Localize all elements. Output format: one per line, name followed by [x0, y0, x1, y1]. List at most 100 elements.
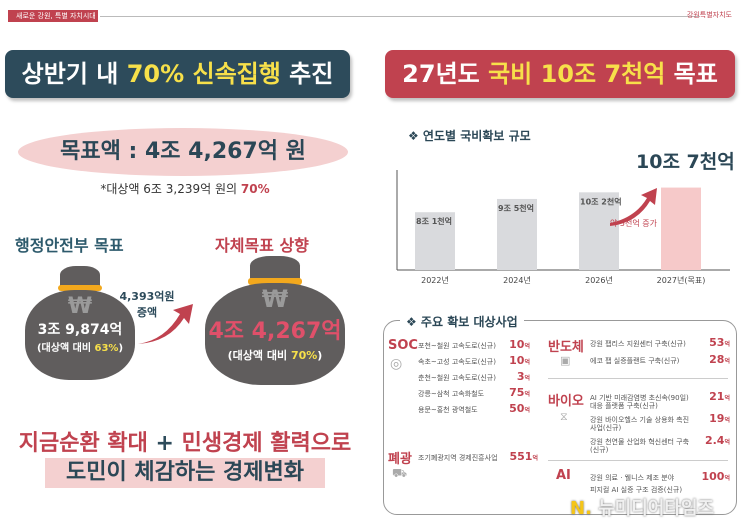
project-amount: 75억 [509, 386, 530, 399]
semiconductor-list: 강원 팹리스 지원센터 구축(신규) 53억 에코 팹 실증플랜트 구축(신규) 28… [590, 336, 730, 370]
self-title: 자체목표 상향 [215, 236, 309, 255]
project-row: 춘천~철원 고속도로(신규) 3억 [418, 370, 530, 386]
ratio-text: (대상액 대비 [227, 349, 291, 362]
bar [497, 198, 537, 270]
bag-tie [58, 285, 102, 291]
project-row: 강원 바이오헬스 기술 상용화 촉진 사업(신규) 19억 [590, 412, 730, 434]
amount-unit: 억 [524, 343, 530, 350]
project-name: 춘천~철원 고속도로(신규) [418, 374, 496, 382]
project-amount: 10억 [509, 354, 530, 367]
project-row: 강릉~삼척 고속화철도 75억 [418, 386, 530, 402]
money-bag-icon: ₩ 4조 4,267억 (대상액 대비 70%) [205, 283, 345, 385]
amount-unit: 억 [724, 341, 730, 348]
won-icon: ₩ [261, 285, 289, 313]
ratio-pct: 63% [94, 343, 119, 354]
project-row: 용문~홍천 광역철도 50억 [418, 402, 530, 418]
amount-unit: 억 [724, 439, 730, 446]
project-row: 강원 의료 · 웰니스 제조 분야 100억 [590, 470, 730, 486]
amount-unit: 억 [724, 358, 730, 365]
project-row: 포천~철원 고속도로(신규) 10억 [418, 338, 530, 354]
banner-text: 추진 [280, 60, 334, 88]
project-name: 강원 천연물 산업화 혁신센터 구축(신규) [590, 438, 690, 454]
project-amount: 2.4억 [705, 434, 730, 447]
project-name: 강릉~삼척 고속화철도 [418, 390, 485, 398]
funding-bar-chart: 8조 1천억 2022년 9조 5천억 2024년 10조 2천억 2026년 2027년(… [396, 170, 730, 285]
amount-value: 75 [509, 386, 525, 399]
project-name: 강원 바이오헬스 기술 상용화 촉진 사업(신규) [590, 416, 690, 432]
slogan-part: 민생경제 활력으로 [181, 431, 352, 456]
project-amount: 10억 [509, 338, 530, 351]
note-pct: 70% [240, 182, 270, 196]
amount-value: 19 [709, 412, 725, 425]
sector-semiconductor: 반도체 [548, 340, 584, 355]
chart-title: ❖ 연도별 국비확보 규모 [408, 129, 531, 143]
self-ratio: (대상액 대비 70%) [205, 347, 345, 363]
amount-unit: 억 [524, 359, 530, 366]
amount-unit: 억 [524, 407, 530, 414]
watermark-text: 뉴미디어타임즈 [598, 498, 715, 519]
bag-neck [60, 266, 100, 288]
road-icon: ◎ [390, 356, 403, 372]
amount-value: 2.4 [704, 434, 725, 447]
bar-label: 10조 2천억 [580, 196, 622, 206]
project-amount: 53억 [709, 336, 730, 349]
header-org: 강원특별자치도 [686, 11, 732, 19]
amount-unit: 억 [524, 391, 530, 398]
watermark-logo: N. 뉴미디어타임즈 [570, 494, 714, 520]
mois-ratio: (대상액 대비 63%) [25, 339, 135, 354]
soc-list: 포천~철원 고속도로(신규) 10억 속초~고성 고속도로(신규) 10억 춘천~철원 … [418, 338, 530, 418]
sector-bio: 바이오 [548, 394, 584, 409]
project-name: 속초~고성 고속도로(신규) [418, 358, 496, 366]
divider [548, 460, 728, 461]
bar [415, 212, 455, 270]
target-amount: 목표액 : 4조 4,267억 원 [18, 128, 348, 176]
amount-value: 21 [709, 390, 725, 403]
sector-soc: SOC [388, 338, 418, 353]
target-note: *대상액 6조 3,239억 원의 70% [0, 180, 370, 197]
money-bag-icon: ₩ 3조 9,874억 (대상액 대비 63%) [25, 290, 135, 380]
project-row: 강원 팹리스 지원센터 구축(신규) 53억 [590, 336, 730, 353]
mois-title: 행정안전부 목표 [15, 236, 124, 255]
project-name: 피지컬 AI 실증 구조 검증(신규) [590, 486, 683, 494]
banner-text: 27년도 [402, 60, 489, 88]
banner-text: 목표 [665, 60, 718, 88]
project-row: 강원 천연물 산업화 혁신센터 구축(신규) 2.4억 [590, 434, 730, 456]
right-banner: 27년도 국비 10조 7천억 목표 [385, 50, 735, 98]
project-name: 용문~홍천 광역철도 [418, 406, 478, 414]
ratio-text: (대상액 대비 [36, 343, 95, 354]
amount-value: 10 [509, 354, 525, 367]
project-name: 포천~철원 고속도로(신규) [418, 342, 496, 350]
project-name: 강원 팹리스 지원센터 구축(신규) [590, 340, 686, 348]
amount-value: 50 [509, 402, 525, 415]
project-row: AI 기반 미래감염병 초신속(90일) 대응 플랫폼 구축(신규) 21억 [590, 390, 730, 412]
project-row: 속초~고성 고속도로(신규) 10억 [418, 354, 530, 370]
project-name: AI 기반 미래감염병 초신속(90일) 대응 플랫폼 구축(신규) [590, 394, 689, 410]
bio-list: AI 기반 미래감염병 초신속(90일) 대응 플랫폼 구축(신규) 21억 강원 … [590, 390, 730, 456]
project-amount: 100억 [702, 470, 731, 483]
banner-highlight: 70% 신속집행 [126, 60, 281, 88]
increase-arrow-icon [610, 188, 657, 226]
increase-note: 약 5천억 증가 [610, 219, 657, 228]
bag-tie [248, 278, 302, 285]
amount-value: 551 [509, 450, 533, 463]
bag-neck [250, 256, 300, 280]
ai-list: 강원 의료 · 웰니스 제조 분야 100억 피지컬 AI 실증 구조 검증(신규) [590, 470, 730, 502]
project-amount: 551억 [510, 450, 539, 463]
slogan-plus: + [147, 431, 182, 456]
chip-icon: ▣ [560, 354, 571, 367]
x-tick-label: 2026년 [585, 275, 613, 285]
ratio-pct: 70% [290, 349, 318, 362]
slogan-line1: 지금순환 확대 + 민생경제 활력으로 [0, 425, 370, 457]
ratio-text: ) [118, 343, 124, 354]
header-divider [100, 16, 700, 17]
project-amount: 28억 [709, 353, 730, 366]
project-amount: 21억 [709, 390, 730, 403]
increase-text: 증액 [136, 306, 158, 319]
amount-unit: 억 [532, 455, 538, 462]
left-banner: 상반기 내 70% 신속집행 추진 [5, 50, 350, 98]
amount-value: 100 [701, 470, 725, 483]
bar-label: 8조 1천억 [416, 216, 452, 226]
amount-value: 10 [509, 338, 525, 351]
amount-unit: 억 [724, 417, 730, 424]
x-tick-label: 2027년(목표) [657, 275, 706, 285]
